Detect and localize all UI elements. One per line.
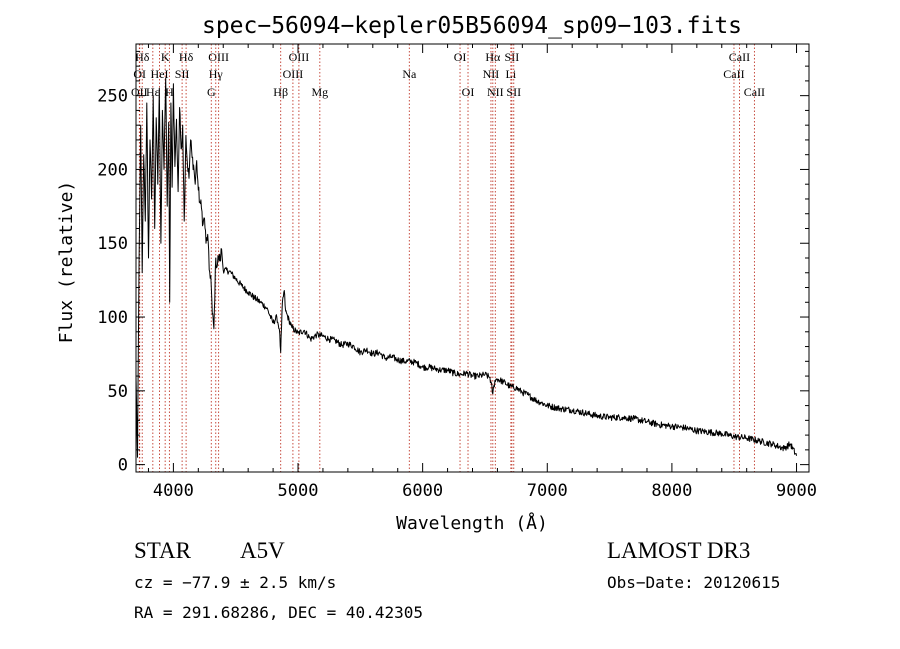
- redshift-text: cz = −77.9 ± 2.5 km/s: [134, 573, 337, 592]
- spectral-line-label: CaII: [723, 67, 744, 81]
- spectral-line-label: OIII: [283, 67, 304, 81]
- spectral-line-label: OIII: [289, 50, 310, 64]
- spectral-line-label: Mg: [311, 85, 328, 99]
- spectral-line-label: CaII: [729, 50, 750, 64]
- spectral-subclass: A5V: [240, 538, 285, 563]
- spectral-line-label: OIII: [208, 50, 229, 64]
- x-tick-label: 8000: [651, 481, 692, 501]
- spectral-line-label: G: [207, 85, 216, 99]
- spectral-line-label: NII: [483, 67, 500, 81]
- spectral-line-label: SII: [506, 85, 521, 99]
- y-tick-label: 150: [97, 234, 128, 254]
- spectral-line-label: HeI: [151, 67, 169, 81]
- spectral-line-label: SII: [505, 50, 520, 64]
- x-tick-label: 6000: [402, 481, 443, 501]
- spectral-line-label: OI: [462, 85, 475, 99]
- spectral-line-label: NII: [487, 85, 504, 99]
- spectral-line-label: H: [165, 85, 174, 99]
- y-tick-label: 250: [97, 87, 128, 107]
- spectral-line-label: Hδ: [179, 50, 194, 64]
- spectral-line-label: Hε: [146, 85, 160, 99]
- spectral-line-label: OI: [454, 50, 467, 64]
- y-tick-label: 200: [97, 160, 128, 180]
- obs-date-text: Obs−Date: 20120615: [607, 573, 781, 592]
- y-tick-label: 0: [118, 456, 128, 476]
- spectral-line-label: Hγ: [209, 67, 224, 81]
- spectral-line-label: Hβ: [273, 85, 288, 99]
- spectral-line-label: K: [161, 50, 170, 64]
- spectral-line-label: Li: [506, 67, 517, 81]
- coordinates-text: RA = 291.68286, DEC = 40.42305: [134, 603, 423, 622]
- x-tick-label: 9000: [776, 481, 817, 501]
- chart-title: spec−56094−kepler05B56094_sp09−103.fits: [202, 13, 742, 39]
- spectral-line-label: CaII: [744, 85, 765, 99]
- x-tick-label: 5000: [278, 481, 319, 501]
- series-layer: [135, 77, 797, 458]
- x-tick-label: 4000: [153, 481, 194, 501]
- y-tick-label: 50: [108, 382, 128, 402]
- spectral-line-label: Hδ: [135, 50, 150, 64]
- y-axis-label: Flux (relative): [56, 181, 77, 344]
- spectral-line-label: Na: [402, 67, 417, 81]
- flux-series-line: [135, 77, 797, 458]
- x-axis-label: Wavelength (Å): [396, 512, 548, 534]
- spectral-line-label: SII: [175, 67, 190, 81]
- object-type: STAR: [134, 538, 191, 563]
- y-tick-label: 100: [97, 308, 128, 328]
- survey-name: LAMOST DR3: [607, 538, 751, 563]
- axis-ticks: 4000 5000 6000 7000 8000 9000 0 50 100 150 200 250: [97, 44, 817, 501]
- spectral-line-label: OI: [133, 67, 146, 81]
- spectral-line-label: Hα: [485, 50, 501, 64]
- x-tick-label: 7000: [527, 481, 568, 501]
- plot-frame: [135, 43, 810, 473]
